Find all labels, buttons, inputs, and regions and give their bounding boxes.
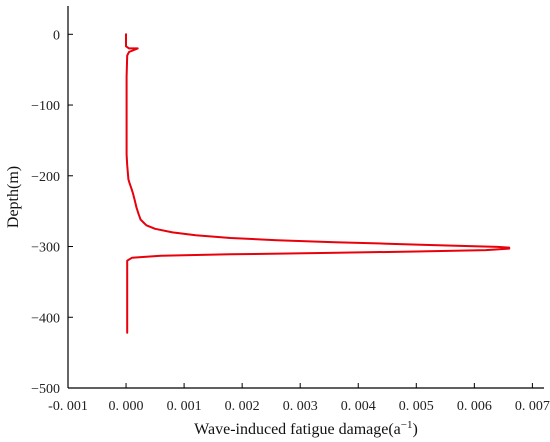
series-layer [125, 33, 511, 334]
x-tick-label: 0. 004 [341, 399, 376, 414]
y-tick-label: −400 [31, 311, 60, 326]
x-tick-label: 0. 006 [457, 399, 492, 414]
y-axis-title: Depth(m) [5, 166, 22, 228]
y-tick-label: −100 [31, 99, 60, 114]
y-axis-ticks: 0 −100 −200 −300 −400 −500 [31, 28, 73, 397]
y-tick-label: −300 [31, 241, 60, 256]
x-axis-ticks: -0. 001 0. 000 0. 001 0. 002 0. 003 0. 004 0. … [48, 383, 550, 414]
y-tick-label: −500 [31, 382, 60, 397]
x-axis-title: Wave-induced fatigue damage(a−1) [194, 419, 418, 438]
x-axis-title-main: Wave-induced fatigue damage(a [194, 421, 401, 438]
x-tick-label: 0. 005 [399, 399, 434, 414]
x-tick-label: 0. 001 [167, 399, 202, 414]
x-axis-title-close: ) [413, 421, 418, 438]
x-tick-label: 0. 002 [225, 399, 260, 414]
axes [67, 6, 544, 389]
x-tick-label: 0. 000 [109, 399, 144, 414]
x-tick-label: 0. 003 [283, 399, 318, 414]
damage-profile-line [125, 33, 511, 334]
y-tick-label: 0 [53, 28, 60, 43]
x-tick-label: -0. 001 [48, 399, 88, 414]
x-tick-label: 0. 007 [515, 399, 550, 414]
y-tick-label: −200 [31, 170, 60, 185]
x-axis-title-superscript: −1 [401, 419, 413, 431]
